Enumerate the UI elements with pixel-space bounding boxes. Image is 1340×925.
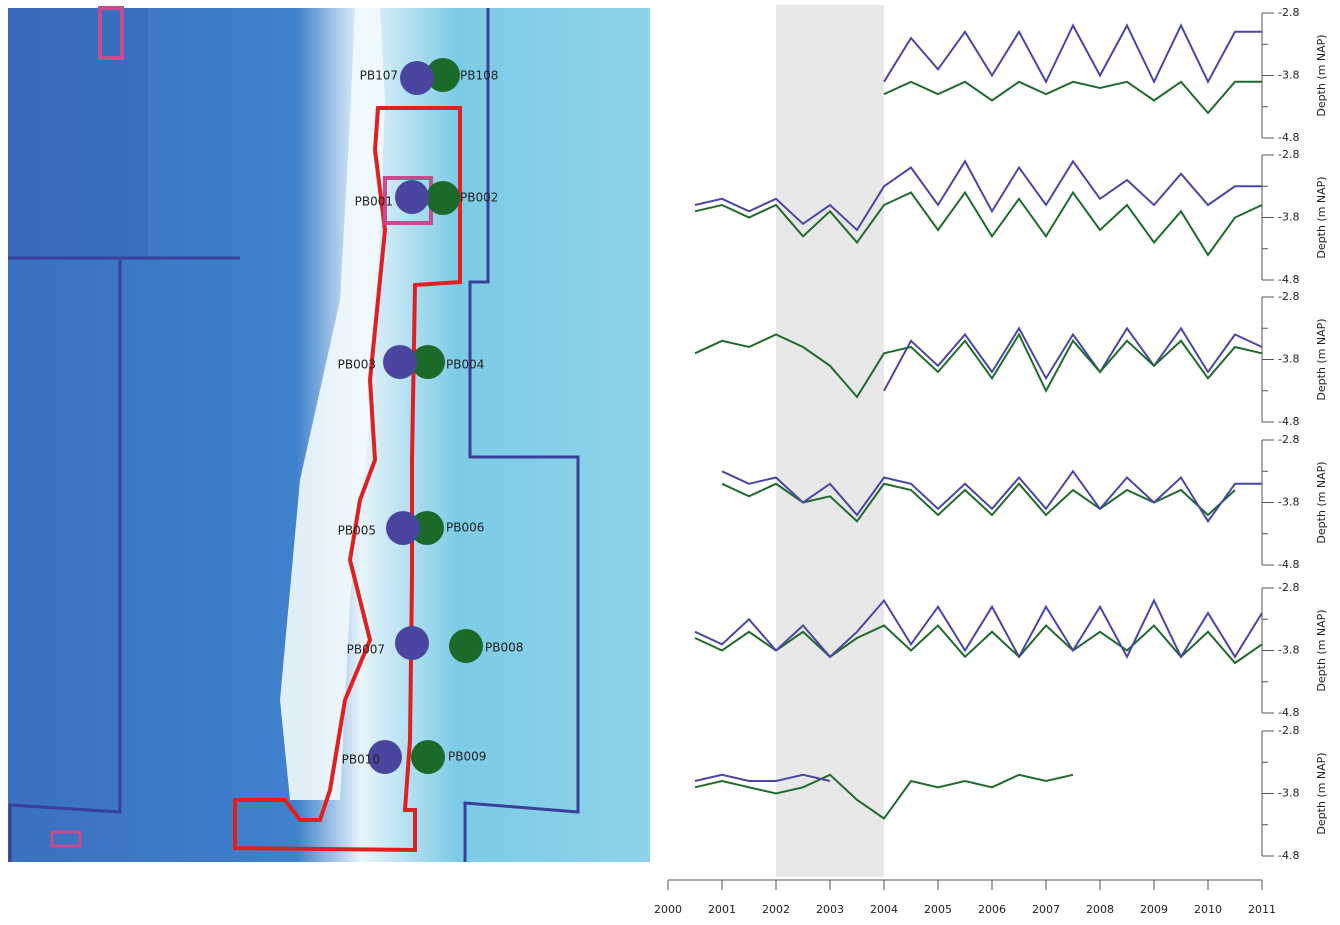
- y-tick-label: -3.8: [1278, 496, 1299, 509]
- series-line: [884, 328, 1262, 391]
- x-tick-label: 2011: [1248, 903, 1276, 916]
- series-line: [884, 26, 1262, 82]
- y-tick-label: -3.8: [1278, 787, 1299, 800]
- y-tick-label: -4.8: [1278, 273, 1299, 286]
- x-tick-label: 2008: [1086, 903, 1114, 916]
- well-label: PB008: [485, 641, 523, 655]
- well-label: PB005: [338, 524, 376, 538]
- y-tick-label: -4.8: [1278, 849, 1299, 862]
- y-tick-label: -2.8: [1278, 581, 1299, 594]
- y-tick-label: -2.8: [1278, 148, 1299, 161]
- y-axis-label: Depth (m NAP): [1315, 609, 1328, 691]
- y-axis-label: Depth (m NAP): [1315, 34, 1328, 116]
- well-label: PB007: [347, 643, 385, 657]
- field: [8, 8, 148, 258]
- well-label: PB002: [460, 191, 498, 205]
- y-tick-label: -3.8: [1278, 69, 1299, 82]
- figure: PB107 PB108 PB001 PB002 PB003 PB004 PB00…: [0, 0, 1340, 921]
- well: [383, 345, 417, 379]
- x-tick-label: 2006: [978, 903, 1006, 916]
- y-tick-label: -3.8: [1278, 353, 1299, 366]
- y-axis-label: Depth (m NAP): [1315, 461, 1328, 543]
- y-tick-label: -4.8: [1278, 558, 1299, 571]
- x-tick-label: 2001: [708, 903, 736, 916]
- well-label: PB006: [446, 521, 484, 535]
- well: [386, 511, 420, 545]
- y-tick-label: -4.8: [1278, 706, 1299, 719]
- y-tick-label: -4.8: [1278, 131, 1299, 144]
- well: [426, 181, 460, 215]
- y-tick-label: -2.8: [1278, 290, 1299, 303]
- x-tick-label: 2003: [816, 903, 844, 916]
- y-tick-label: -2.8: [1278, 724, 1299, 737]
- y-axis-label: Depth (m NAP): [1315, 176, 1328, 258]
- well: [395, 626, 429, 660]
- well-label: PB004: [446, 358, 484, 372]
- map: PB107 PB108 PB001 PB002 PB003 PB004 PB00…: [8, 8, 650, 862]
- x-tick-label: 2005: [924, 903, 952, 916]
- series-line: [884, 82, 1262, 113]
- y-axis-label: Depth (m NAP): [1315, 752, 1328, 834]
- highlight-band: [776, 5, 884, 877]
- well: [395, 180, 429, 214]
- x-tick-label: 2002: [762, 903, 790, 916]
- well-label: PB107: [360, 69, 398, 83]
- y-axis-label: Depth (m NAP): [1315, 318, 1328, 400]
- x-tick-label: 2010: [1194, 903, 1222, 916]
- x-tick-label: 2007: [1032, 903, 1060, 916]
- y-tick-label: -2.8: [1278, 433, 1299, 446]
- x-tick-label: 2009: [1140, 903, 1168, 916]
- well-label: PB009: [448, 750, 486, 764]
- well-label: PB108: [460, 69, 498, 83]
- y-tick-label: -4.8: [1278, 415, 1299, 428]
- well-label: PB010: [342, 753, 380, 767]
- y-tick-label: -3.8: [1278, 211, 1299, 224]
- x-tick-label: 2000: [654, 903, 682, 916]
- well: [411, 740, 445, 774]
- y-tick-label: -2.8: [1278, 6, 1299, 19]
- well: [449, 629, 483, 663]
- well-label: PB001: [355, 195, 393, 209]
- x-tick-label: 2004: [870, 903, 898, 916]
- well-label: PB003: [338, 358, 376, 372]
- well: [400, 61, 434, 95]
- y-tick-label: -3.8: [1278, 644, 1299, 657]
